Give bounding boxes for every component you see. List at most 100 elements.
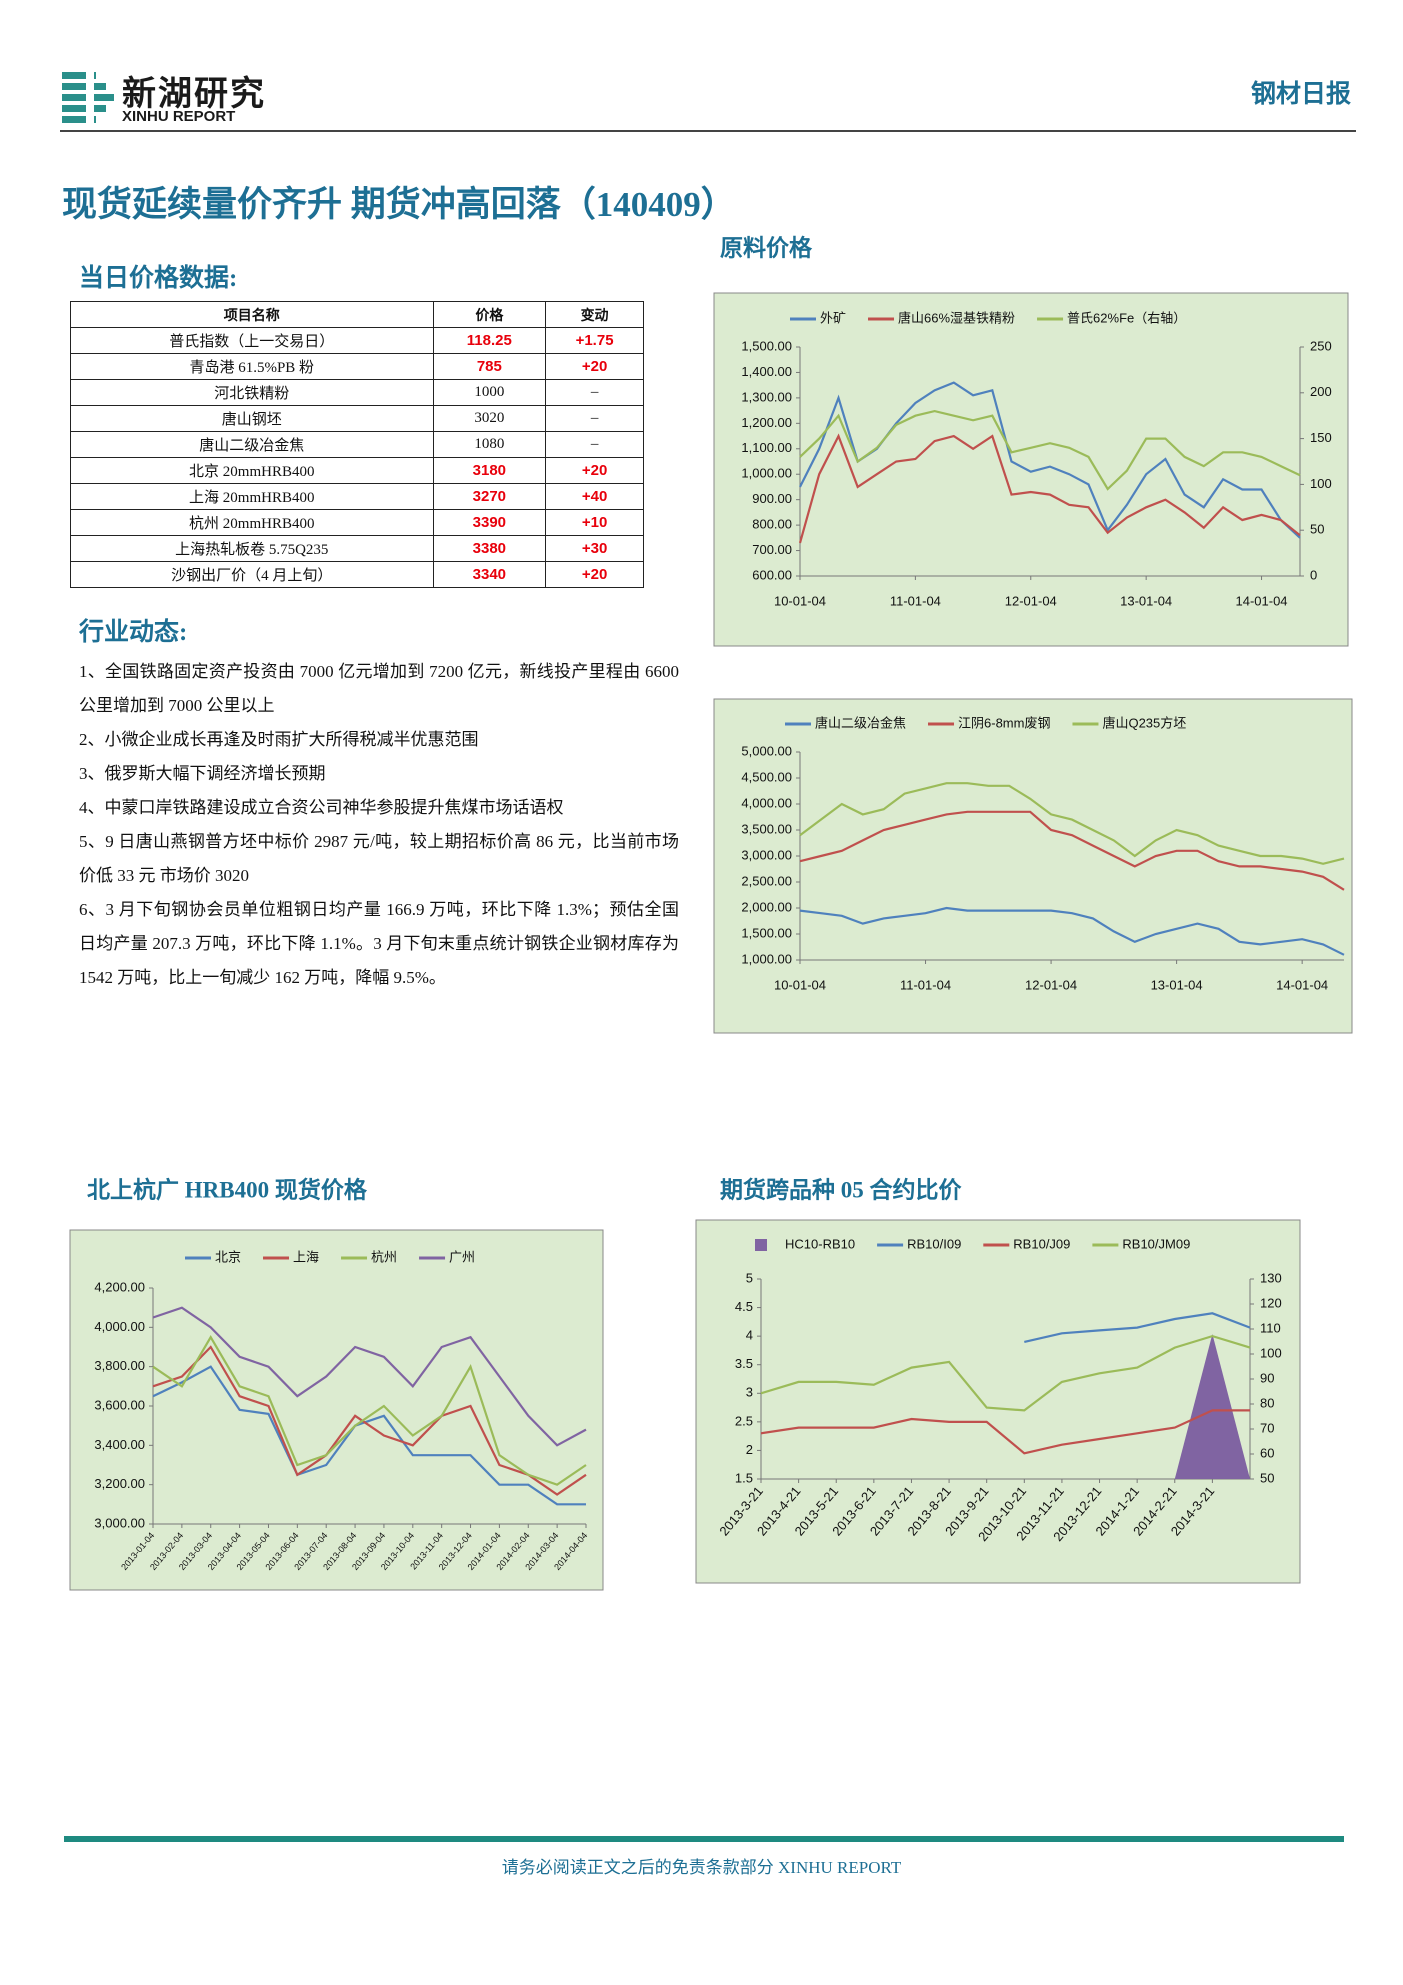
legend-label: 外矿 <box>820 310 846 325</box>
price-table: 项目名称 价格 变动 普氏指数（上一交易日） 118.25 +1.75 青岛港 61.5%… <box>70 301 644 588</box>
x-tick-label: 12-01-04 <box>1005 593 1057 608</box>
x-tick-label: 11-01-04 <box>890 593 941 608</box>
x-tick-label: 11-01-04 <box>900 977 951 992</box>
y-tick-label: 1,000.00 <box>741 466 792 481</box>
y-tick-label: 1,200.00 <box>741 415 792 430</box>
table-cell: +30 <box>545 535 644 562</box>
line <box>799 906 1345 956</box>
y-tick-label: 1,500.00 <box>741 338 792 353</box>
y-tick-label: 5 <box>746 1270 753 1285</box>
y-tick-label: 1,300.00 <box>741 389 792 404</box>
report-title: 现货延续量价齐升 期货冲高回落（140409） <box>62 185 736 224</box>
table-cell: 沙钢出厂价（4 月上旬） <box>70 561 434 588</box>
x-tick-label: 10-01-04 <box>774 593 826 608</box>
table-cell: – <box>545 405 644 432</box>
y-tick-label: 600.00 <box>752 567 792 582</box>
y-tick-label: 2.5 <box>735 1413 753 1428</box>
table-cell: 1080 <box>432 431 547 458</box>
legend-label: HC10-RB10 <box>785 1236 855 1251</box>
y2-tick-label: 100 <box>1310 476 1332 491</box>
y2-tick-label: 50 <box>1310 522 1324 537</box>
y-tick-label: 3,400.00 <box>94 1437 145 1452</box>
x-tick-label: 10-01-04 <box>774 977 826 992</box>
x-tick-label: 13-01-04 <box>1151 977 1203 992</box>
y-tick-label: 800.00 <box>752 517 792 532</box>
y2-tick-label: 120 <box>1260 1295 1282 1310</box>
y-tick-label: 2 <box>746 1442 753 1457</box>
legend-label: RB10/J09 <box>1013 1236 1070 1251</box>
x-tick-label: 12-01-04 <box>1025 977 1077 992</box>
y2-tick-label: 200 <box>1310 384 1332 399</box>
line <box>152 1306 587 1447</box>
legend-label: 普氏62%Fe（右轴） <box>1067 310 1186 325</box>
y2-tick-label: 250 <box>1310 338 1332 353</box>
chart-frame <box>69 1229 604 1591</box>
news-item: 4、中蒙口岸铁路建设成立合资公司神华参股提升焦煤市场话语权 <box>79 798 564 817</box>
news-item: 2、小微企业成长再逢及时雨扩大所得税减半优惠范围 <box>79 730 479 749</box>
y-tick-label: 4.5 <box>735 1299 753 1314</box>
y2-tick-label: 80 <box>1260 1395 1274 1410</box>
table-cell: 杭州 20mmHRB400 <box>70 509 434 536</box>
y-tick-label: 3,800.00 <box>94 1358 145 1373</box>
footer-text: 请务必阅读正文之后的免责条款部分 XINHU REPORT <box>501 1858 902 1877</box>
y2-tick-label: 50 <box>1260 1470 1274 1485</box>
area <box>1174 1334 1250 1479</box>
table-row: 北京 20mmHRB400 3180 +20 <box>70 457 644 484</box>
y2-tick-label: 90 <box>1260 1370 1274 1385</box>
logo-subtext: XINHU REPORT <box>122 108 236 125</box>
legend-label: 上海 <box>293 1249 319 1264</box>
y-tick-label: 3,000.00 <box>94 1515 145 1530</box>
news-item: 3、俄罗斯大幅下调经济增长预期 <box>79 764 326 783</box>
y-tick-label: 3,600.00 <box>94 1397 145 1412</box>
news-item: 1、全国铁路固定资产投资由 7000 亿元增加到 7200 亿元，新线投产里程由… <box>79 662 679 715</box>
y-tick-label: 4,000.00 <box>94 1319 145 1334</box>
table-cell: +40 <box>545 483 644 510</box>
table-cell: 上海 20mmHRB400 <box>70 483 434 510</box>
legend-label: 杭州 <box>371 1249 397 1264</box>
x-tick-label: 14-01-04 <box>1236 593 1288 608</box>
news-list: 1、全国铁路固定资产投资由 7000 亿元增加到 7200 亿元，新线投产里程由… <box>79 655 679 995</box>
y2-tick-label: 110 <box>1260 1320 1281 1335</box>
x-tick-label: 13-01-04 <box>1120 593 1172 608</box>
y-tick-label: 4 <box>746 1328 753 1343</box>
y-tick-label: 3,000.00 <box>741 847 792 862</box>
section-heading: 当日价格数据: <box>79 265 238 292</box>
y-tick-label: 700.00 <box>752 542 792 557</box>
legend-label: 唐山Q235方坯 <box>1102 715 1186 730</box>
line <box>798 433 1301 544</box>
y-tick-label: 3,500.00 <box>741 821 792 836</box>
legend-label: 广州 <box>449 1249 475 1264</box>
news-item: 6、3 月下旬钢协会员单位粗钢日均产量 166.9 万吨，环比下降 1.3%；预… <box>79 900 679 987</box>
y-tick-label: 3 <box>746 1385 753 1400</box>
line <box>760 1334 1251 1412</box>
y-tick-label: 4,500.00 <box>741 769 792 784</box>
legend-label: RB10/I09 <box>907 1236 961 1251</box>
column-header: 项目名称 <box>70 301 434 328</box>
table-row: 杭州 20mmHRB400 3390 +10 <box>70 509 644 536</box>
table-cell: 3270 <box>432 483 547 510</box>
table-row: 唐山二级冶金焦 1080– <box>70 431 644 458</box>
line <box>152 1345 587 1496</box>
news-item: 5、9 日唐山燕钢普方坯中标价 2987 元/吨，较上期招标价高 86 元，比当… <box>79 832 679 885</box>
y-tick-label: 1,100.00 <box>741 440 792 455</box>
logo-text: 新湖研究 <box>122 76 266 113</box>
table-row: 上海 20mmHRB400 3270 +40 <box>70 483 644 510</box>
table-cell: 青岛港 61.5%PB 粉 <box>70 353 434 380</box>
table-row: 河北铁精粉 1000– <box>70 379 644 406</box>
report-type: 钢材日报 <box>1250 81 1351 108</box>
table-cell: 普氏指数（上一交易日） <box>70 327 434 354</box>
chart-title: 北上杭广 HRB400 现货价格 <box>87 1176 368 1202</box>
y-tick-label: 1,500.00 <box>741 925 792 940</box>
table-cell: +20 <box>545 561 644 588</box>
line <box>152 1335 587 1486</box>
legend-label: 北京 <box>215 1249 241 1264</box>
y2-tick-label: 130 <box>1260 1270 1282 1285</box>
y-tick-label: 900.00 <box>752 491 792 506</box>
chart-title: 原料价格 <box>720 234 813 260</box>
line <box>799 810 1345 891</box>
y-tick-label: 2,000.00 <box>741 899 792 914</box>
footer-rule <box>64 1836 1344 1842</box>
logo-mark <box>62 68 114 128</box>
